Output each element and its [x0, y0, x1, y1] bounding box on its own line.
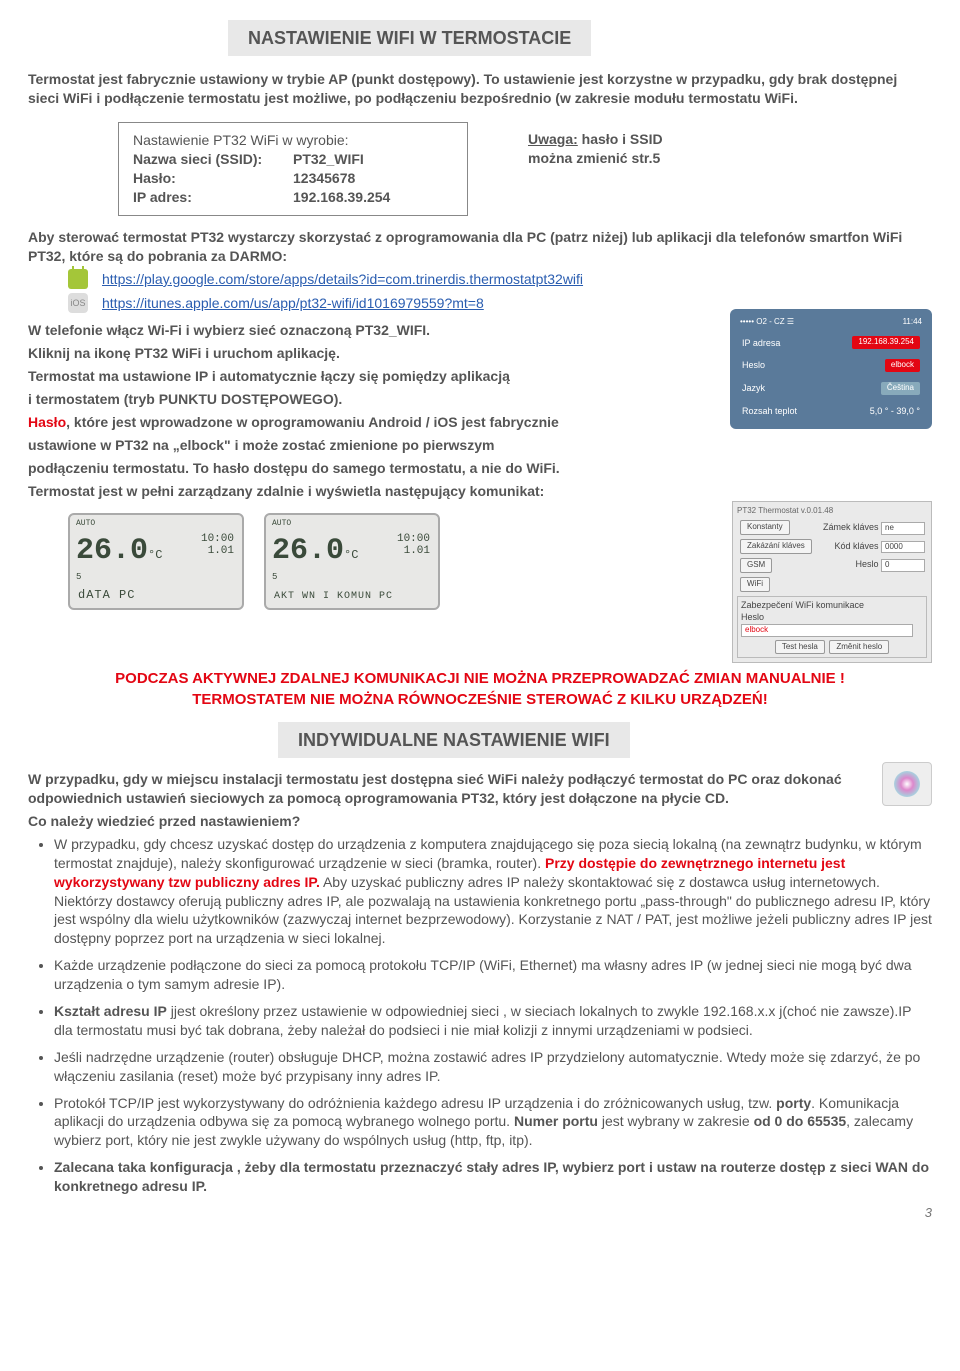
phone-time: 11:44 [903, 317, 922, 328]
ios-icon: iOS [68, 293, 88, 313]
settings-box: Nastawienie PT32 WiFi w wyrobie: Nazwa s… [118, 122, 468, 216]
phone-ip-label: IP adresa [742, 337, 780, 349]
pc-btn-wifi: WiFi [740, 577, 770, 592]
ios-link[interactable]: https://itunes.apple.com/us/app/pt32-wif… [102, 294, 484, 313]
instr-l8: Termostat jest w pełni zarządzany zdalni… [28, 482, 720, 501]
phone-screenshot: ••••• O2 - CZ ☰ 11:44 IP adresa 192.168.… [730, 309, 932, 428]
phone-lang-label: Jazyk [742, 382, 765, 394]
pc-btn-zmenit: Změnit heslo [829, 640, 889, 655]
section-title-1: NASTAWIENIE WIFI W TERMOSTACIE [228, 20, 591, 56]
attention-note: Uwaga: hasło i SSID można zmienić str.5 [528, 130, 663, 168]
bullet-4: Jeśli nadrzędne urządzenie (router) obsł… [54, 1048, 932, 1086]
sec2-p1: W przypadku, gdy w miejscu instalacji te… [28, 770, 932, 808]
lcd-status-2: AKT WN I KOMUN PC [274, 590, 393, 604]
android-link[interactable]: https://play.google.com/store/apps/detai… [102, 270, 583, 289]
settings-heading: Nastawienie PT32 WiFi w wyrobie: [133, 131, 453, 150]
apps-paragraph: Aby sterować termostat PT32 wystarczy sk… [28, 228, 932, 266]
android-icon [68, 269, 88, 289]
ip-value: 192.168.39.254 [293, 188, 390, 207]
phone-carrier: ••••• O2 - CZ ☰ [740, 317, 794, 328]
pc-btn-gsm: GSM [740, 558, 772, 573]
pc-window-title: PT32 Thermostat v.0.01.48 [737, 506, 927, 517]
instr-l7: podłączeniu termostatu. To hasło dostępu… [28, 459, 720, 478]
bullet-3: Kształt adresu IP jjest określony przez … [54, 1002, 932, 1040]
intro-paragraph: Termostat jest fabrycznie ustawiony w tr… [28, 70, 932, 108]
lcd-display-1: AUTO 26.0°C 10:001.01 5 dATA PC [68, 513, 244, 610]
lcd-status-1: dATA PC [78, 587, 135, 603]
ssid-value: PT32_WIFI [293, 150, 364, 169]
pc-panel-password: elbock [741, 624, 913, 637]
bullet-2: Każde urządzenie podłączone do sieci za … [54, 956, 932, 994]
phone-pass-label: Heslo [742, 359, 765, 371]
page-number: 3 [28, 1204, 932, 1222]
warning-text: PODCZAS AKTYWNEJ ZDALNEJ KOMUNIKACJI NIE… [28, 669, 932, 710]
pc-btn-zakaz: Zakázání kláves [740, 539, 812, 554]
instr-l4: i termostatem (tryb PUNKTU DOSTĘPOWEGO). [28, 390, 720, 409]
instr-l2: Kliknij na ikonę PT32 WiFi i uruchom apl… [28, 344, 720, 363]
bullet-6: Zalecana taka konfiguracja , żeby dla te… [54, 1158, 932, 1196]
phone-pass-value: elbock [885, 359, 920, 372]
pc-panel-title: Zabezpečení WiFi komunikace [741, 599, 923, 611]
pc-btn-test: Test hesla [775, 640, 825, 655]
bullet-list: W przypadku, gdy chcesz uzyskać dostęp d… [28, 835, 932, 1196]
bullet-1: W przypadku, gdy chcesz uzyskać dostęp d… [54, 835, 932, 948]
instr-l3: Termostat ma ustawione IP i automatyczni… [28, 367, 720, 386]
phone-ip-value: 192.168.39.254 [852, 336, 920, 349]
instr-l6: ustawione w PT32 na „elbock" i może zost… [28, 436, 720, 455]
attention-underline: Uwaga: [528, 131, 578, 147]
lcd-temp-2: 26.0 [272, 531, 344, 572]
lcd-display-2: AUTO 26.0°C 10:001.01 5 AKT WN I KOMUN P… [264, 513, 440, 610]
lcd-temp-1: 26.0 [76, 531, 148, 572]
ip-label: IP adres: [133, 188, 293, 207]
password-label: Hasło: [133, 169, 293, 188]
pc-btn-konstanty: Konstanty [740, 520, 790, 535]
instr-l1: W telefonie włącz Wi-Fi i wybierz sieć o… [28, 321, 720, 340]
phone-range-label: Rozsah teplot [742, 405, 797, 417]
ssid-label: Nazwa sieci (SSID): [133, 150, 293, 169]
phone-range-value: 5,0 ° - 39,0 ° [870, 405, 920, 417]
pc-screenshot: PT32 Thermostat v.0.01.48 Konstanty Záme… [732, 501, 932, 664]
password-value: 12345678 [293, 169, 355, 188]
instr-l5: Hasło, które jest wprowadzone w oprogram… [28, 413, 720, 432]
phone-lang-value: Čeština [881, 382, 920, 395]
cd-icon [882, 762, 932, 806]
section-title-2: INDYWIDUALNE NASTAWIENIE WIFI [278, 722, 630, 758]
sec2-question: Co należy wiedzieć przed nastawieniem? [28, 812, 932, 831]
bullet-5: Protokół TCP/IP jest wykorzystywany do o… [54, 1094, 932, 1151]
